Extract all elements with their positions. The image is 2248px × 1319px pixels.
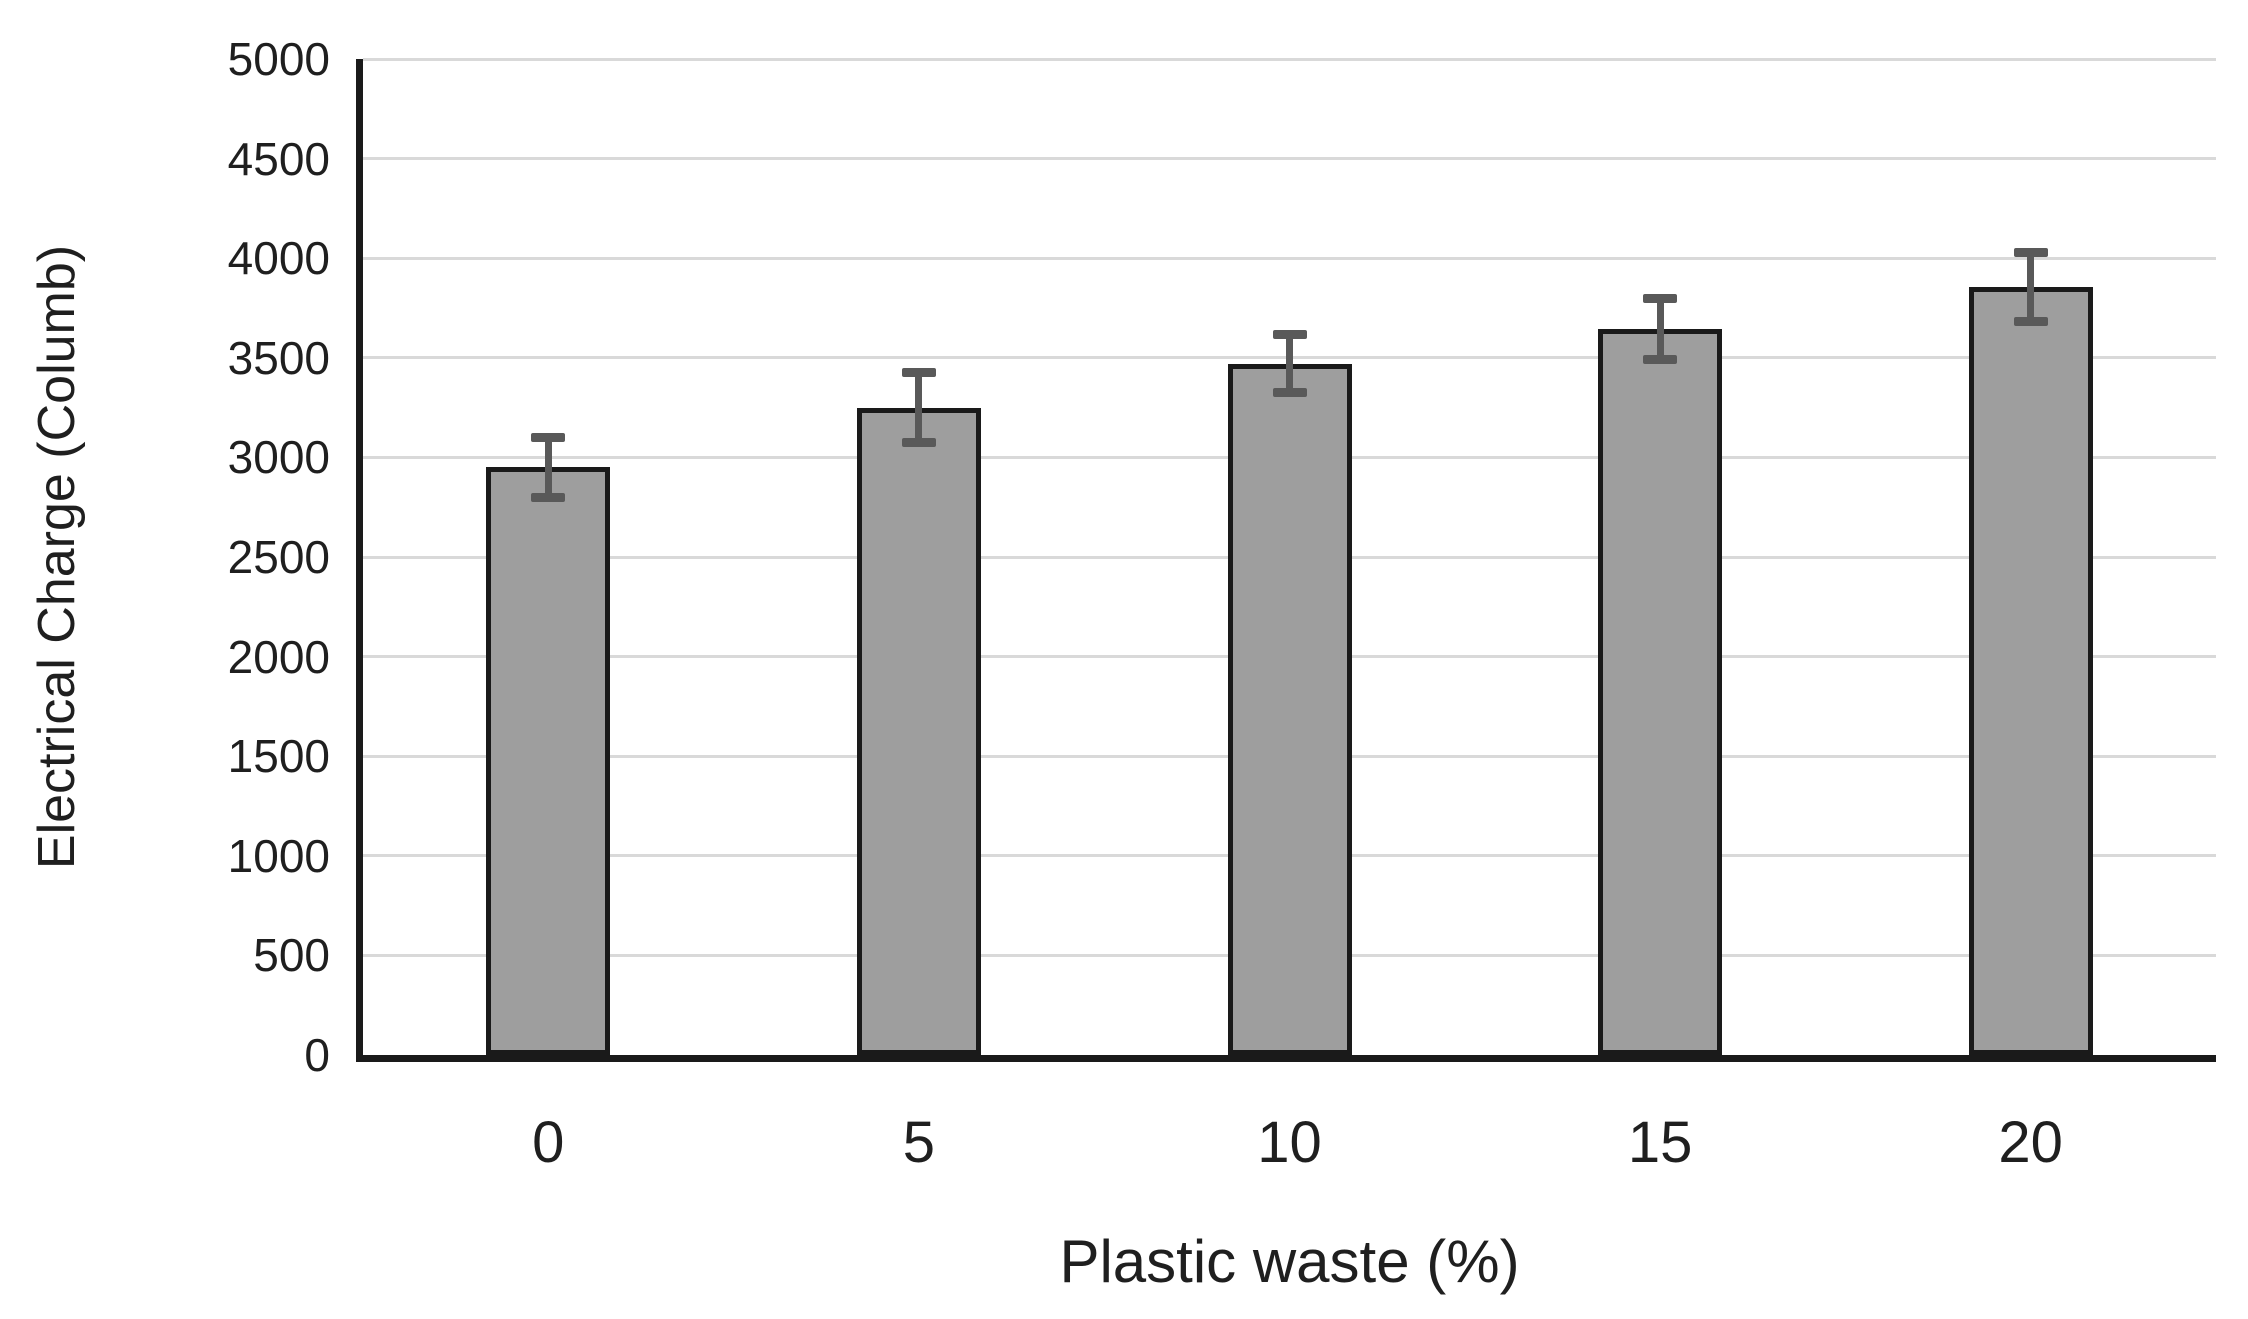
y-tick-label: 1000 xyxy=(227,829,330,882)
error-bar-bottom-cap xyxy=(2013,317,2048,327)
plot-area xyxy=(356,57,2216,1062)
y-tick-label: 0 xyxy=(304,1029,330,1081)
error-bar-top-cap xyxy=(2013,247,2048,257)
error-bar-top-cap xyxy=(1643,293,1678,303)
bar xyxy=(1227,363,1352,1055)
error-bar-stem xyxy=(1656,298,1664,360)
y-tick-label: 3000 xyxy=(227,431,330,484)
error-bar-stem xyxy=(544,437,552,498)
x-tick-label: 10 xyxy=(1257,1110,1322,1175)
y-tick-label: 1500 xyxy=(227,730,330,783)
error-bar-bottom-cap xyxy=(1272,388,1307,398)
bar xyxy=(486,467,611,1055)
gridline xyxy=(363,57,2216,61)
gridline xyxy=(363,157,2216,161)
y-tick-label: 2000 xyxy=(227,630,330,683)
error-bar-top-cap xyxy=(901,368,936,378)
x-tick-label: 15 xyxy=(1627,1110,1693,1175)
x-axis-title: Plastic waste (%) xyxy=(1059,1228,1520,1295)
gridline xyxy=(363,256,2216,260)
error-bar-stem xyxy=(2027,252,2035,322)
y-tick-label: 3500 xyxy=(227,331,330,384)
y-tick-label: 2500 xyxy=(227,531,330,583)
y-tick-label: 5000 xyxy=(227,33,330,85)
error-bar-bottom-cap xyxy=(901,437,936,447)
y-tick-label: 500 xyxy=(253,929,330,982)
bar xyxy=(1968,287,2093,1055)
x-tick-label: 20 xyxy=(1998,1110,2063,1175)
x-tick-label: 0 xyxy=(532,1110,565,1175)
bar xyxy=(856,407,981,1055)
error-bar-top-cap xyxy=(1272,330,1307,340)
error-bar-bottom-cap xyxy=(1643,355,1678,365)
y-tick-label: 4500 xyxy=(227,132,330,185)
error-bar-bottom-cap xyxy=(531,492,566,502)
bar xyxy=(1598,328,1723,1055)
x-tick-label: 5 xyxy=(902,1110,936,1175)
error-bar-stem xyxy=(1286,334,1293,393)
error-bar-top-cap xyxy=(531,432,566,442)
error-bar-stem xyxy=(915,372,923,443)
y-tick-label: 4000 xyxy=(227,232,330,285)
